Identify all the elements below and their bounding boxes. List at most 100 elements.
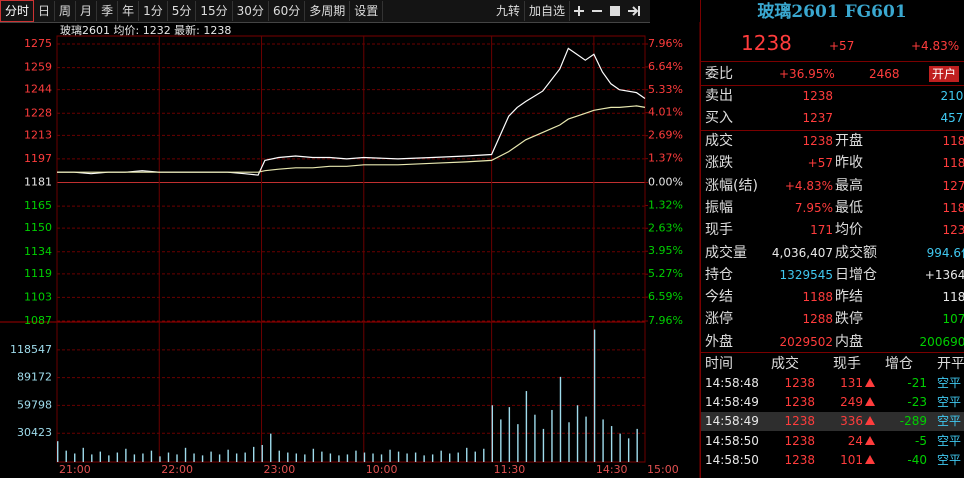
trade-cell: 14:58:50 [705,452,759,467]
action-button[interactable]: 加自选 [525,1,570,21]
book-price: 1238 [802,89,833,103]
y2-tick-label: 2.69% [648,129,683,142]
period-tab[interactable]: 季 [97,1,119,21]
volume-bar [440,450,442,462]
volume-bar [116,452,119,462]
stat-value: 994.6亿 [926,245,964,260]
volume-tick-label: 59798 [17,398,52,411]
volume-bar [227,449,229,462]
volume-bar [508,407,511,462]
period-tab[interactable]: 分时 [0,0,35,22]
y-tick-label: 1103 [24,290,52,303]
period-tab[interactable]: 年 [118,1,140,21]
stat-value: 2006905 [919,334,964,349]
trade-cell: 14:58:49 [705,395,759,410]
chart-area: 玻璃2601 均价: 1232 最新: 1238 1275 1259 1244 1228… [0,22,700,478]
y2-tick-label: 7.96% [648,37,683,50]
trade-cell: 336 [840,414,863,429]
quote-panel: 玻璃2601 FG601 1238 +57 +4.83% 委比 +36.95% 2468 开户… [700,0,964,478]
volume-bar [99,451,102,462]
volume-bar [627,438,630,462]
book-label: 卖出 [705,88,733,104]
toolbar-icons[interactable] [570,1,650,21]
trade-cell: 1238 [784,395,815,410]
period-tab[interactable]: 1分 [139,1,168,21]
volume-bar [193,453,195,462]
y-tick-label: 1150 [24,221,52,234]
stat-label: 昨结 [835,289,863,306]
stat-value: +4.83% [784,178,833,193]
y-tick-label: 1197 [24,152,52,165]
y-tick-label: 1087 [24,314,52,327]
y2-tick-label: 7.96% [648,314,683,327]
stat-value: 171 [810,223,833,238]
volume-bar [610,426,613,462]
period-tab[interactable]: 30分 [233,1,269,21]
trade-cell: 空平 [937,395,962,410]
volume-bar [201,455,204,462]
y-tick-label: 1213 [24,128,52,141]
book-label: 买入 [705,110,733,126]
volume-tick-label: 118547 [10,343,52,356]
y-tick-label: 1228 [24,106,52,119]
action-button[interactable]: 九转 [492,1,525,21]
trade-cell: -5 [915,433,927,448]
stat-value: 1183 [942,156,964,171]
volume-bar [457,452,459,462]
trade-cell: 1238 [784,414,815,429]
period-tab[interactable]: 月 [76,1,98,21]
trade-header: 时间 [705,356,733,372]
volume-bar [602,419,604,462]
stat-label: 均价 [835,222,863,239]
volume-bar [82,447,84,462]
volume-bar [346,454,349,462]
volume-bar [636,428,638,462]
trade-header: 增仓 [885,356,913,372]
stat-label: 日增仓 [835,266,877,283]
trade-cell: 14:58:49 [705,414,759,429]
trade-cell: -21 [907,376,927,390]
stat-label: 跌停 [835,311,863,328]
volume-bar [585,416,587,462]
volume-bar [355,450,357,462]
period-tab[interactable]: 日 [34,1,56,21]
stat-value: 4,036,407 [771,245,833,260]
volume-bar [321,451,323,462]
trade-cell: 14:58:48 [705,376,759,390]
trade-cell: 131 [840,376,863,390]
period-tab[interactable]: 15分 [196,1,233,21]
y-tick-label: 1165 [24,199,52,212]
y2-tick-label: 5.33% [648,83,683,96]
volume-bar [534,414,536,462]
trade-cell: 101 [840,452,863,467]
weibi-diff: 2468 [869,67,900,81]
period-tab[interactable]: 多周期 [305,1,351,21]
stat-value: 1074 [942,312,964,327]
price-line [57,47,646,176]
y-tick-label: 1119 [24,267,52,280]
stat-value: 1277 [942,178,964,193]
volume-bar [372,453,374,462]
x-tick-label: 22:00 [161,463,193,476]
period-tab[interactable]: 设置 [350,1,384,21]
volume-tick-label: 30423 [17,426,52,439]
stat-label: 持仓 [705,266,733,283]
period-tab[interactable]: 60分 [269,1,306,21]
trade-cell: -289 [899,414,927,429]
period-tab[interactable]: 5分 [168,1,197,21]
stat-label: 振幅 [705,199,733,216]
volume-bar [304,454,306,462]
volume-bar [474,451,476,462]
price-line [57,105,646,173]
y2-tick-label: 1.32% [648,198,683,211]
volume-bar [338,455,340,462]
y-tick-label: 1259 [24,61,52,74]
last-price: 1238 [741,31,792,55]
open-account-button[interactable]: 开户 [929,66,960,82]
trade-cell: 24 [847,433,863,448]
period-tab[interactable]: 周 [55,1,77,21]
volume-tick-label: 89172 [17,371,52,384]
weibi-pct: +36.95% [779,67,835,81]
volume-bar [542,428,545,462]
